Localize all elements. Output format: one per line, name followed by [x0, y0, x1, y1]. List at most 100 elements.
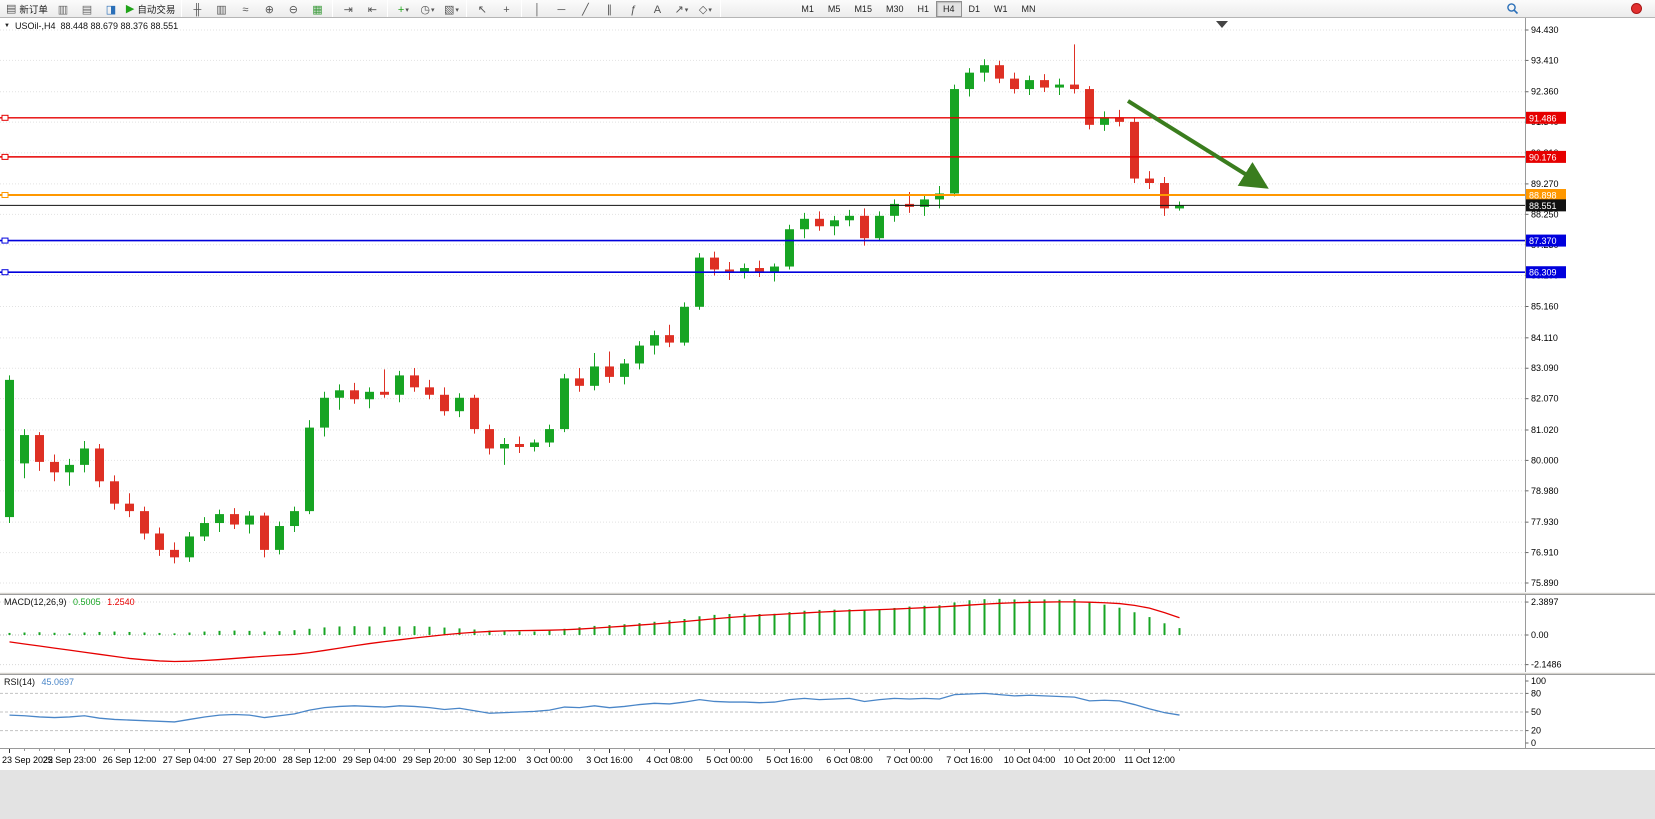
arrows-tool-button[interactable]: ↗ ▾ [669, 2, 693, 18]
timeframe-mn[interactable]: MN [1021, 3, 1036, 14]
rsi-axis-label: 100 [1531, 676, 1546, 686]
templates-button[interactable]: ▧ ▾ [439, 2, 463, 18]
panel-divider[interactable] [0, 592, 1655, 595]
price-tag [1526, 266, 1566, 279]
timeframe-toolbar: M1 M5 M15 M30 H1 H4 D1 W1 MN [794, 0, 1042, 17]
toolbar-separator [720, 0, 722, 17]
zoom-in-button[interactable]: ⊕ [257, 2, 281, 18]
bear-candle [575, 378, 584, 386]
bull-candle [290, 511, 299, 527]
price-chart-panel[interactable]: 94.43093.41092.36091.34090.31089.27088.2… [0, 18, 1655, 592]
bull-candle [365, 391, 374, 400]
rsi-name: RSI(14) [4, 677, 36, 687]
zoom-out-button[interactable]: ⊖ [281, 2, 305, 18]
line-handle[interactable] [1, 153, 9, 160]
timeframe-m15[interactable]: M15 [854, 3, 872, 14]
horizontal-line-button[interactable]: ─ [549, 2, 573, 18]
timeframe-d1[interactable]: D1 [968, 3, 981, 14]
trend-arrow[interactable] [1126, 99, 1269, 189]
text-button[interactable]: A [645, 2, 669, 18]
bull-candle [200, 523, 209, 537]
line-handle[interactable] [1, 269, 9, 276]
indicators-button[interactable]: + ▾ [391, 2, 415, 18]
periods-button[interactable]: ◷ ▾ [415, 2, 439, 18]
timeframe-m30[interactable]: M30 [885, 3, 904, 14]
bull-candle [5, 379, 14, 518]
trendline-button[interactable]: ╱ [573, 2, 597, 18]
timeframe-m1[interactable]: M1 [801, 3, 814, 14]
navigator-button[interactable]: ▤ [75, 2, 99, 18]
main-toolbar: ▤ 新订单 ▥ ▤ ◨ ▶ 自动交易 ╫ ▥ ≈ ⊕ ⊖ ▦ ⇥ ⇤ + ▾ ◷ ▾ ▧ ▾ ↖ + │ ─ ╱ ∥ ƒ A ↗… [0, 0, 1655, 18]
price-tag [1526, 111, 1566, 124]
bull-candle [965, 72, 974, 90]
terminal-button[interactable]: ◨ [99, 2, 123, 18]
rsi-axis-label: 50 [1531, 707, 1541, 717]
chart-shift-marker[interactable] [1216, 21, 1228, 28]
timeframe-m5[interactable]: M5 [827, 3, 841, 14]
bear-candle [605, 366, 614, 377]
timeframe-h1[interactable]: H1 [917, 3, 929, 14]
line-handle[interactable] [1, 192, 9, 199]
price-axis-label: 75.890 [1531, 578, 1559, 588]
shapes-button[interactable]: ◇ ▾ [693, 2, 717, 18]
alert-button[interactable] [1624, 1, 1648, 17]
bull-candle [560, 378, 569, 430]
bull-candle [20, 435, 29, 464]
rsi-value: 45.0697 [41, 677, 75, 687]
line-handle[interactable] [1, 114, 9, 121]
tile-windows-icon: ▦ [312, 3, 323, 16]
bull-candle [455, 397, 464, 412]
time-axis-label: 27 Sep 04:00 [163, 755, 217, 765]
cursor-button[interactable]: ↖ [470, 2, 494, 18]
channel-button[interactable]: ∥ [597, 2, 621, 18]
line-chart-button[interactable]: ≈ [233, 2, 257, 18]
crosshair-button[interactable]: + [494, 2, 518, 18]
macd-signal-value: 1.2540 [107, 597, 135, 607]
macd-signal-line [9, 601, 1180, 663]
bear-candle [440, 394, 449, 412]
bull-candle [320, 397, 329, 428]
horizontal-line-icon: ─ [557, 3, 566, 16]
new-order-icon: ▤ [6, 2, 17, 15]
auto-scroll-button[interactable]: ⇥ [336, 2, 360, 18]
bar-chart-button[interactable]: ╫ [185, 2, 209, 18]
search-button[interactable] [1500, 1, 1524, 17]
time-axis[interactable]: 23 Sep 2022 25 Sep 23:00 26 Sep 12:00 27 Se… [0, 748, 1655, 770]
timeframe-w1[interactable]: W1 [994, 3, 1008, 14]
bull-candle [830, 220, 839, 227]
candlestick-chart-button[interactable]: ▥ [209, 2, 233, 18]
fibonacci-icon: ƒ [630, 3, 637, 16]
text-icon: A [653, 3, 662, 16]
bear-candle [755, 268, 764, 273]
bull-candle [620, 363, 629, 377]
price-axis-label: 89.270 [1531, 179, 1559, 189]
timeframe-h4[interactable]: H4 [935, 0, 962, 17]
rsi-panel[interactable]: 100 80 50 20 0 RSI(14) 45.0697 [0, 675, 1655, 748]
candlestick-chart-icon: ▥ [216, 3, 227, 16]
panel-divider[interactable] [0, 672, 1655, 675]
time-axis-label: 30 Sep 12:00 [463, 755, 517, 765]
autotrade-button[interactable]: ▶ 自动交易 [123, 1, 178, 17]
chart-shift-button[interactable]: ⇤ [360, 2, 384, 18]
bull-candle [875, 215, 884, 239]
crosshair-icon: + [503, 3, 510, 16]
line-handle[interactable] [1, 237, 9, 244]
bull-candle [305, 427, 314, 512]
bear-candle [1070, 84, 1079, 90]
time-axis-label: 6 Oct 08:00 [826, 755, 873, 765]
bull-candle [545, 429, 554, 443]
one-click-trading-toggle-icon[interactable]: ▼ [4, 23, 10, 29]
templates-icon: ▧ [443, 3, 455, 16]
macd-panel[interactable]: 2.3897 0.00 -2.1486 MACD(12,26,9) 0.5005 1… [0, 595, 1655, 672]
new-order-button[interactable]: ▤ 新订单 [3, 1, 51, 17]
bull-candle [845, 215, 854, 221]
tile-windows-button[interactable]: ▦ [305, 2, 329, 18]
channel-icon: ∥ [606, 3, 613, 16]
macd-axis-label: 0.00 [1531, 630, 1549, 640]
fibonacci-button[interactable]: ƒ [621, 2, 645, 18]
market-watch-button[interactable]: ▥ [51, 2, 75, 18]
price-axis-label: 85.160 [1531, 302, 1559, 312]
bull-candle [1100, 117, 1109, 125]
vertical-line-button[interactable]: │ [525, 2, 549, 18]
